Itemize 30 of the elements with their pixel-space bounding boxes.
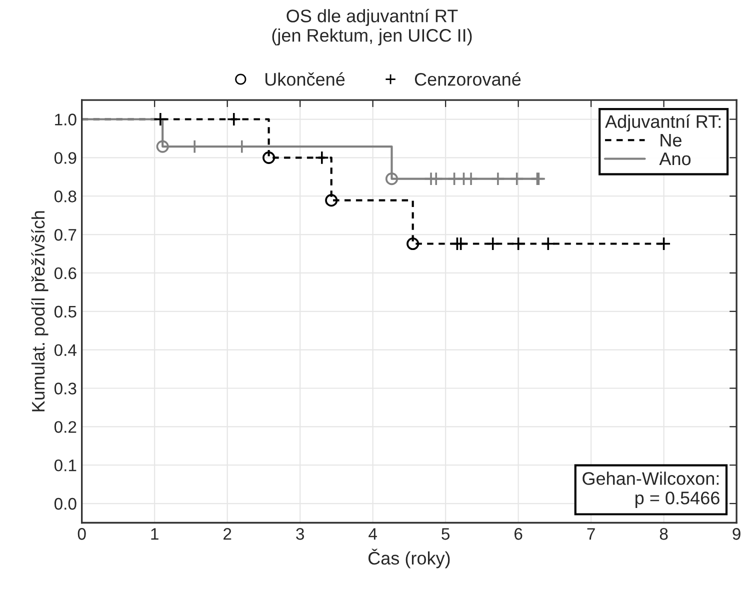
y-tick-label: 0.1: [54, 460, 76, 472]
x-tick-label: 1: [151, 528, 158, 540]
x-tick-label: 9: [732, 528, 740, 540]
legend-title: Adjuvantní RT:: [605, 114, 720, 132]
legend-label: Cenzorované: [414, 72, 521, 86]
x-axis-title: Čas (roky): [368, 548, 450, 568]
y-tick-label: 0.6: [54, 267, 76, 280]
y-tick-label: 0.4: [54, 344, 76, 356]
x-tick-label: 5: [442, 528, 450, 540]
x-tick-label: 7: [587, 528, 595, 540]
y-tick-label: 0.8: [54, 190, 76, 202]
y-tick-label: 0.9: [54, 152, 76, 164]
x-tick-label: 8: [660, 528, 668, 540]
y-tick-label: 0.5: [54, 306, 76, 318]
x-tick-label: 2: [224, 528, 232, 540]
x-tick-label: 0: [78, 528, 86, 540]
annotation: Gehan-Wilcoxon: p = 0.5466: [582, 472, 720, 508]
x-tick-label: 6: [514, 528, 522, 540]
y-tick-label: 1.0: [55, 114, 76, 126]
y-tick-label: 0.3: [54, 382, 76, 394]
y-tick-label: 0.7: [54, 228, 76, 241]
legend-label: Ano: [659, 152, 691, 166]
legend-label: Ne: [660, 134, 682, 147]
chart-title: OS dle adjuvantní RT (jen Rektum, jen UICC II): [272, 8, 472, 46]
x-tick-label: 4: [368, 528, 377, 540]
y-tick-label: 0.0: [54, 498, 76, 510]
y-tick-label: 0.2: [54, 421, 76, 433]
legend-label: Ukončené: [266, 72, 345, 86]
x-tick-label: 3: [296, 528, 304, 540]
y-axis-title: Kumulat. podíl přežívších: [31, 211, 48, 412]
